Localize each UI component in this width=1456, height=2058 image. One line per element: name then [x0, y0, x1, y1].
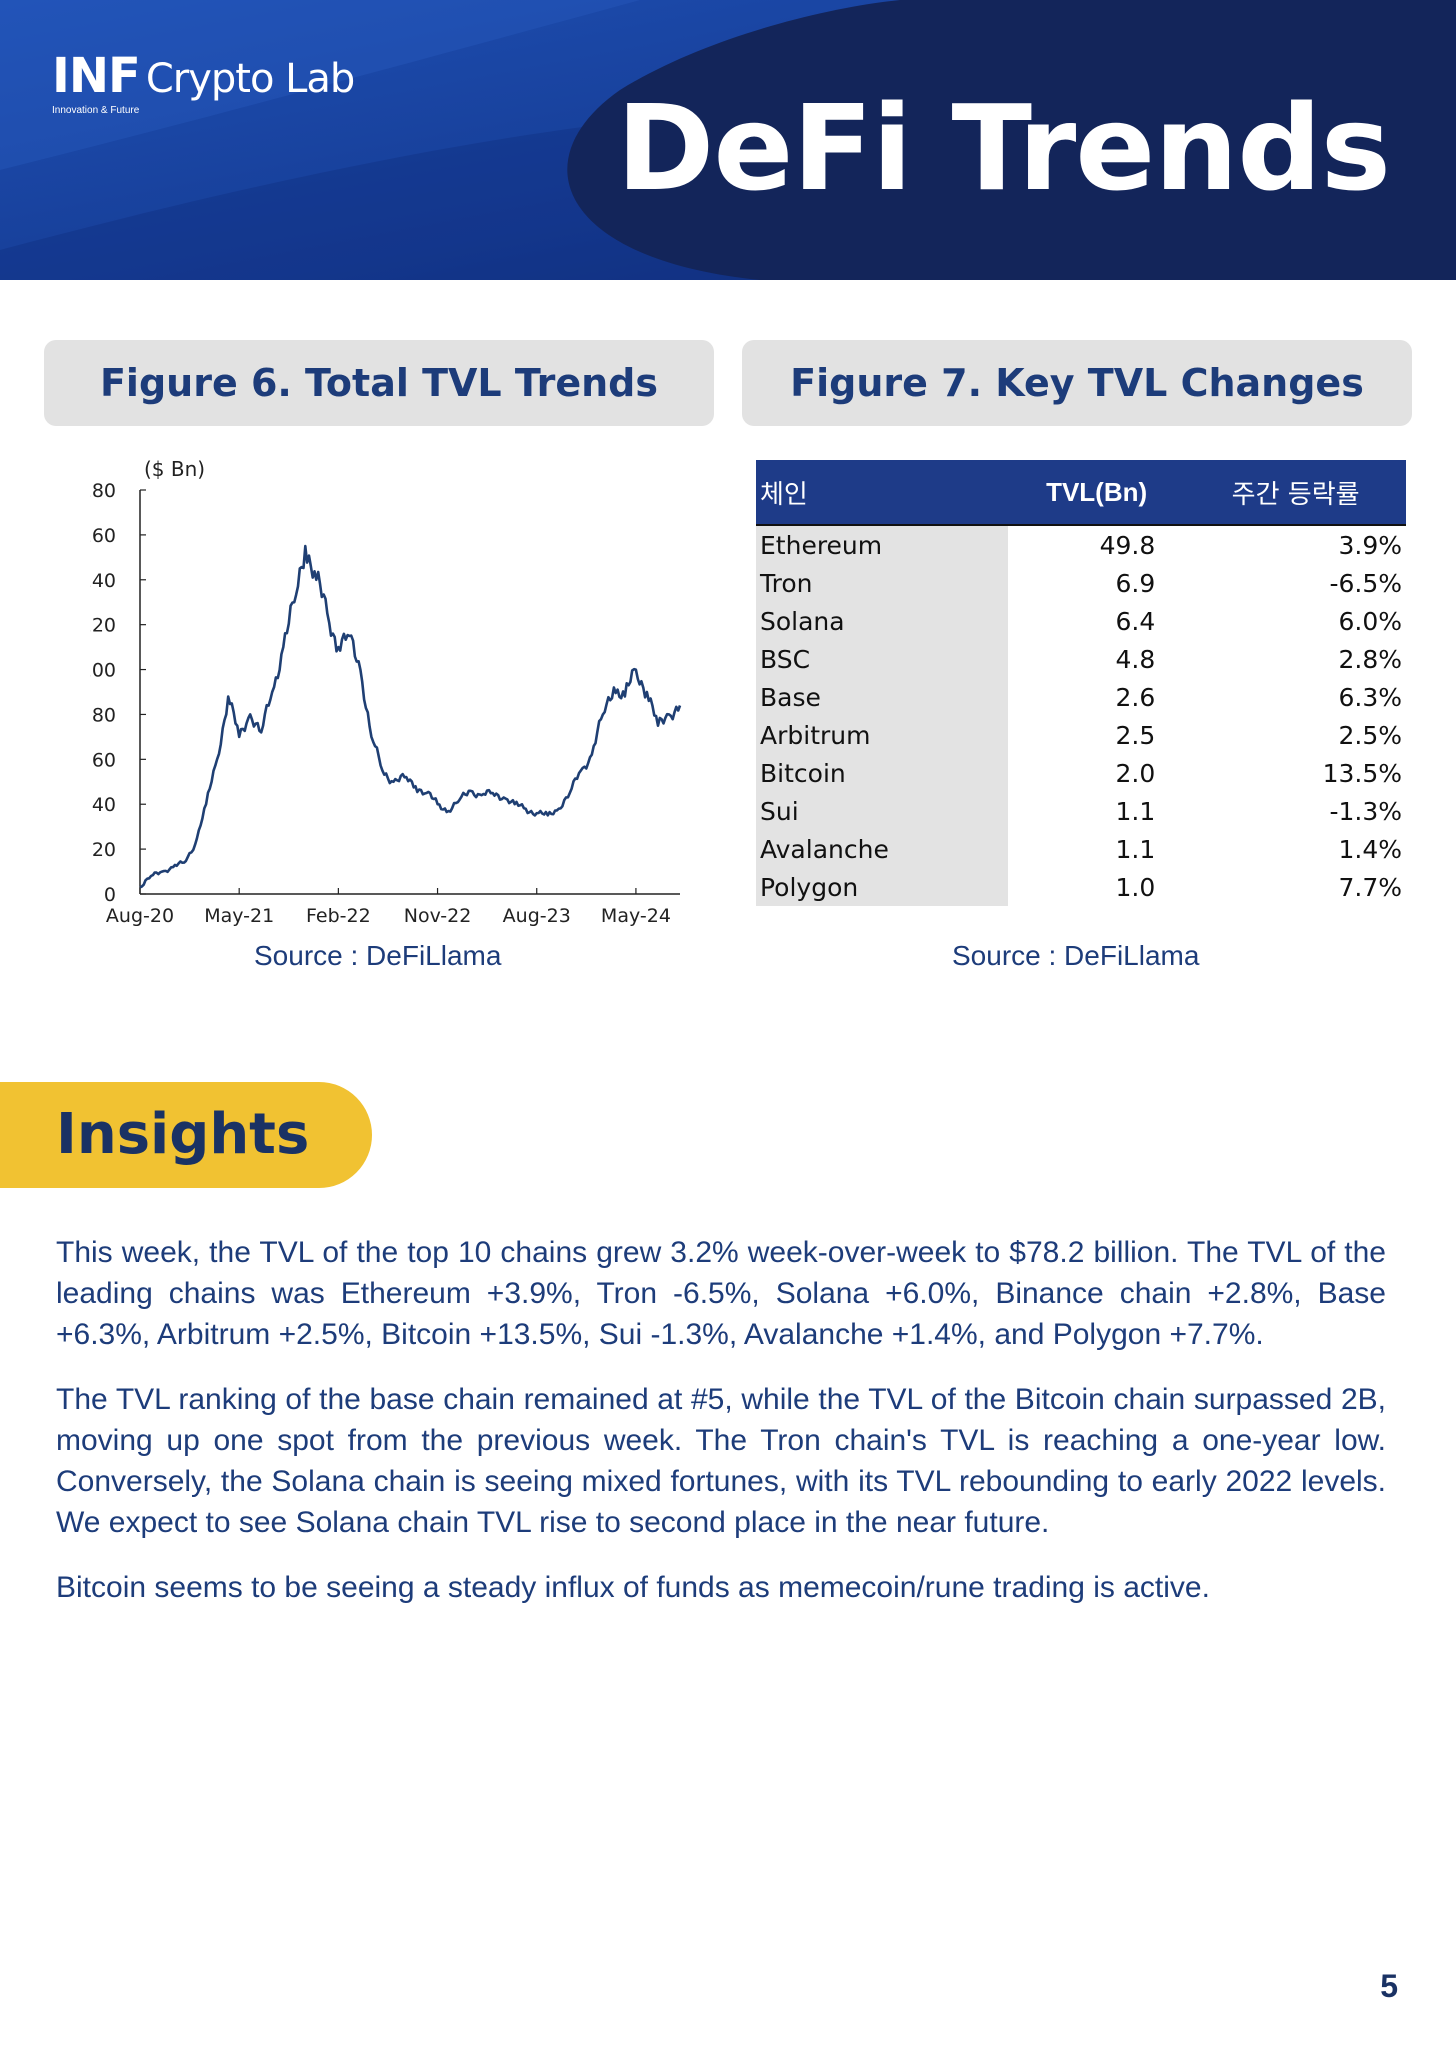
column-header-chain: 체인 — [756, 460, 1008, 526]
cell-change: 6.0% — [1338, 606, 1402, 636]
y-tick-label: 140 — [90, 570, 116, 592]
y-tick-label: 180 — [90, 480, 116, 502]
cell-change: 1.4% — [1338, 834, 1402, 864]
cell-tvl: 2.5 — [1115, 720, 1156, 750]
cell-chain: Polygon — [756, 868, 1008, 906]
table-row: Ethereum 49.8 3.9% — [756, 525, 1406, 564]
chart-axes — [139, 490, 680, 895]
cell-change: 2.5% — [1338, 720, 1402, 750]
table-row: Avalanche 1.1 1.4% — [756, 830, 1406, 868]
page-header: INF Crypto Lab Innovation & Future DeFi T… — [0, 0, 1456, 280]
insights-title: Insights — [56, 1102, 310, 1167]
cell-chain: Tron — [756, 564, 1008, 602]
y-axis-unit-label: ($ Bn) — [144, 457, 205, 481]
table-body: Ethereum 49.8 3.9% Tron 6.9 -6.5% Solana 6.4 6.0… — [756, 525, 1406, 906]
logo-main-text: INF — [52, 48, 141, 104]
y-tick-label: 60 — [92, 749, 116, 771]
cell-tvl: 6.4 — [1115, 606, 1156, 636]
insights-paragraph: This week, the TVL of the top 10 chains … — [56, 1236, 1386, 1351]
table-row: Tron 6.9 -6.5% — [756, 564, 1406, 602]
page-title: DeFi Trends — [616, 79, 1391, 217]
column-header-tvl: TVL(Bn) — [1008, 460, 1186, 526]
cell-chain: Avalanche — [756, 830, 1008, 868]
cell-change: 7.7% — [1338, 872, 1402, 902]
table-row: Bitcoin 2.0 13.5% — [756, 754, 1406, 792]
cell-tvl: 6.9 — [1115, 568, 1156, 598]
figure6-title: Figure 6. Total TVL Trends — [44, 340, 714, 426]
table-row: Base 2.6 6.3% — [756, 678, 1406, 716]
cell-chain: BSC — [756, 640, 1008, 678]
page-number: 5 — [1380, 1968, 1398, 2004]
insights-body: This week, the TVL of the top 10 chains … — [56, 1232, 1386, 1632]
cell-chain: Bitcoin — [756, 754, 1008, 792]
logo-tagline: Innovation & Future — [52, 105, 140, 116]
column-header-weekly-change: 주간 등락률 — [1185, 460, 1406, 526]
cell-tvl: 1.1 — [1115, 796, 1156, 826]
y-tick-label: 40 — [92, 794, 116, 816]
cell-tvl: 2.6 — [1115, 682, 1156, 712]
tvl-line-chart: ($ Bn) 0 20 40 60 80 100 120 140 160 180 Aug-20 May… — [90, 457, 682, 927]
cell-chain: Base — [756, 678, 1008, 716]
figure7-title: Figure 7. Key TVL Changes — [742, 340, 1412, 426]
tvl-series-line — [139, 544, 682, 889]
x-tick-label: May-24 — [601, 905, 671, 927]
table-row: BSC 4.8 2.8% — [756, 640, 1406, 678]
cell-change: 3.9% — [1338, 530, 1402, 560]
y-tick-label: 120 — [90, 615, 116, 637]
cell-chain: Ethereum — [756, 525, 1008, 564]
table-row: Sui 1.1 -1.3% — [756, 792, 1406, 830]
brand-logo: INF Crypto Lab Innovation & Future — [52, 52, 355, 117]
table-row: Arbitrum 2.5 2.5% — [756, 716, 1406, 754]
cell-tvl: 1.1 — [1115, 834, 1156, 864]
cell-tvl: 49.8 — [1099, 530, 1156, 560]
chart-ticks: 0 20 40 60 80 100 120 140 160 180 Aug-20 May-21 Feb-… — [90, 480, 671, 927]
table-row: Polygon 1.0 7.7% — [756, 868, 1406, 906]
cell-tvl: 1.0 — [1115, 872, 1156, 902]
x-tick-label: Aug-20 — [106, 905, 174, 927]
y-tick-label: 160 — [90, 525, 116, 547]
cell-tvl: 4.8 — [1115, 644, 1156, 674]
cell-change: 6.3% — [1338, 682, 1402, 712]
table-header-row: 체인 TVL(Bn) 주간 등락률 — [756, 460, 1406, 526]
x-tick-label: Nov-22 — [404, 905, 472, 927]
cell-tvl: 2.0 — [1115, 758, 1156, 788]
y-tick-label: 80 — [92, 704, 116, 726]
cell-chain: Arbitrum — [756, 716, 1008, 754]
x-tick-label: May-21 — [204, 905, 274, 927]
figure7-source: Source : DeFiLlama — [952, 940, 1200, 971]
x-tick-label: Aug-23 — [503, 905, 571, 927]
header-background — [0, 0, 1456, 280]
cell-chain: Sui — [756, 792, 1008, 830]
x-tick-label: Feb-22 — [306, 905, 371, 927]
insights-paragraph: Bitcoin seems to be seeing a steady infl… — [56, 1571, 1210, 1604]
figure6-source: Source : DeFiLlama — [254, 940, 502, 971]
insights-banner: Insights — [0, 1082, 372, 1188]
y-tick-label: 100 — [90, 660, 116, 682]
table-row: Solana 6.4 6.0% — [756, 602, 1406, 640]
cell-change: 13.5% — [1322, 758, 1402, 788]
cell-change: -6.5% — [1329, 568, 1402, 598]
y-tick-label: 0 — [104, 884, 116, 906]
logo-sub-text: Crypto Lab — [145, 56, 355, 102]
y-tick-label: 20 — [92, 839, 116, 861]
cell-change: 2.8% — [1338, 644, 1402, 674]
cell-chain: Solana — [756, 602, 1008, 640]
insights-paragraph: The TVL ranking of the base chain remain… — [56, 1383, 1386, 1539]
cell-change: -1.3% — [1329, 796, 1402, 826]
tvl-changes-table: 체인 TVL(Bn) 주간 등락률 Ethereum 49.8 3.9% Tron 6.… — [756, 460, 1406, 906]
